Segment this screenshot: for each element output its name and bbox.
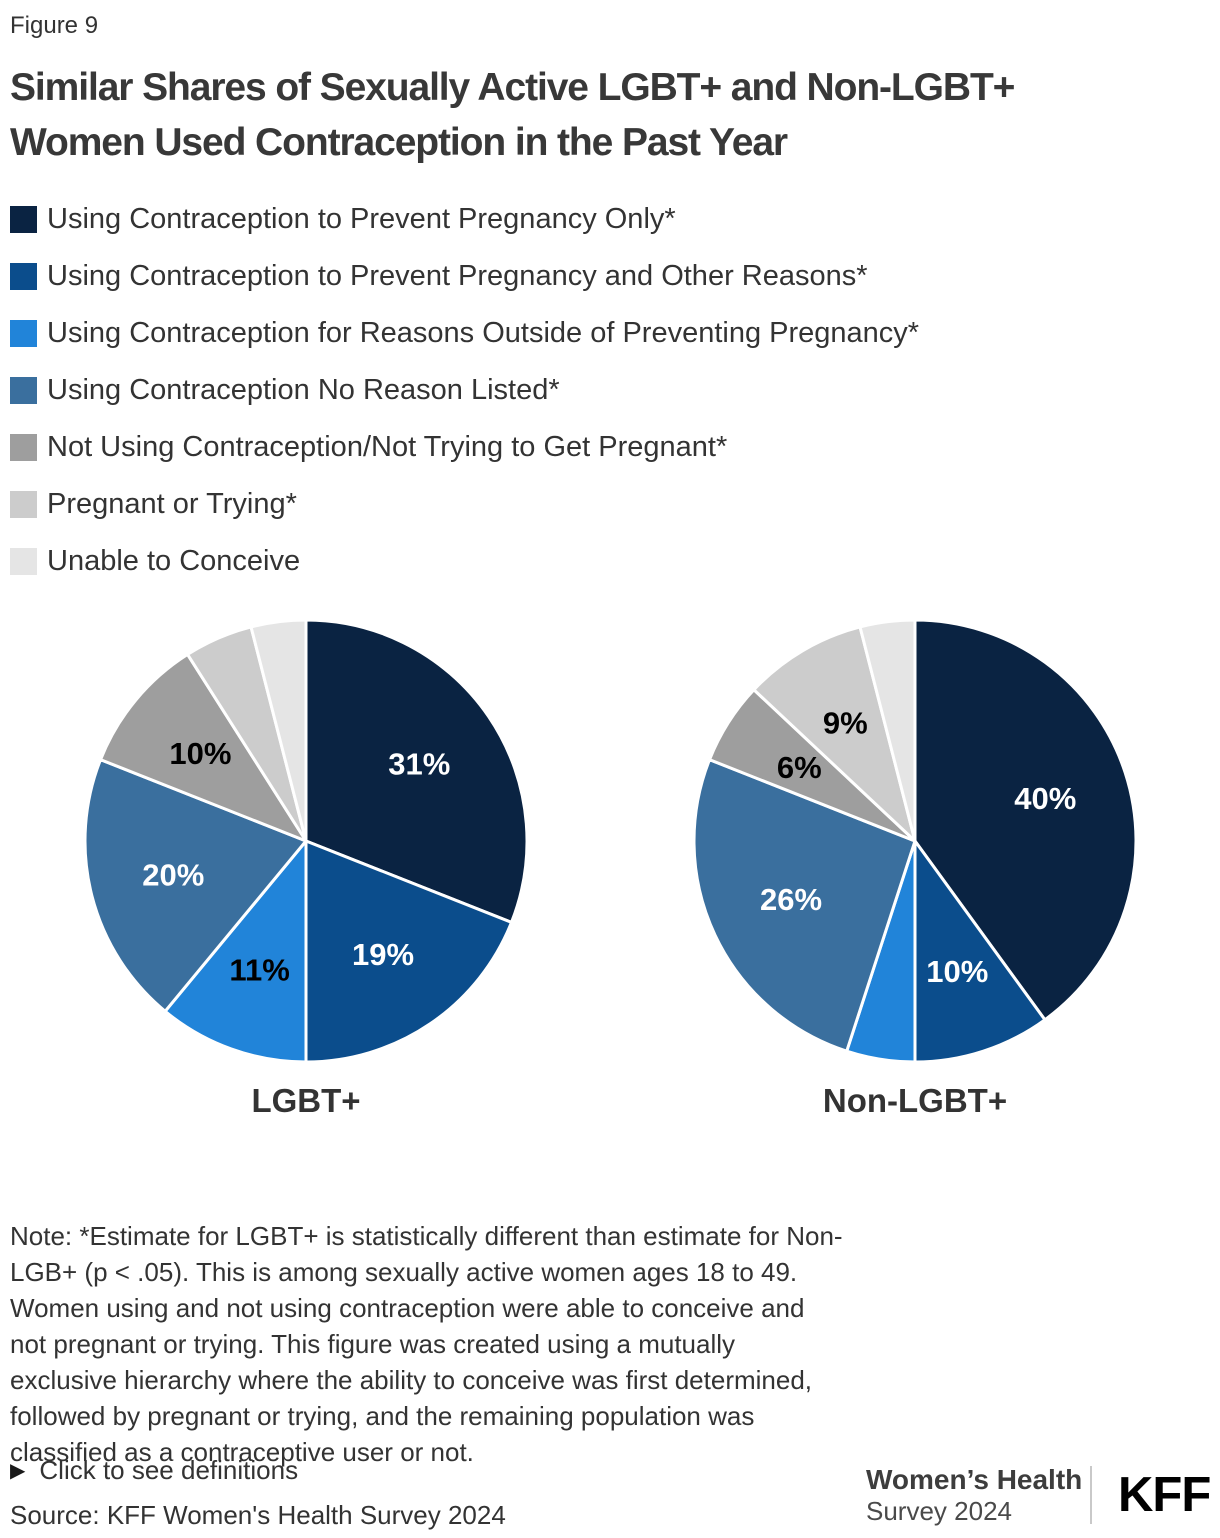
legend-swatch bbox=[10, 319, 37, 347]
legend-item: Not Using Contraception/Not Trying to Ge… bbox=[10, 432, 919, 462]
definitions-label: Click to see definitions bbox=[39, 1455, 299, 1485]
slice-label: 10% bbox=[926, 954, 988, 989]
figure-label: Figure 9 bbox=[10, 12, 99, 39]
pie-slice[interactable] bbox=[163, 839, 308, 1064]
slice-label: 10% bbox=[169, 736, 231, 771]
legend-item-label: Using Contraception to Prevent Pregnancy… bbox=[47, 203, 676, 235]
slice-label: 26% bbox=[760, 882, 822, 917]
legend-item-label: Pregnant or Trying* bbox=[47, 488, 297, 520]
legend-item: Pregnant or Trying* bbox=[10, 489, 919, 519]
pie-lgbt-: 31% 19% 11% 20% 10% LGBT+ bbox=[83, 618, 529, 1119]
legend: Using Contraception to Prevent Pregnancy… bbox=[10, 204, 919, 603]
legend-item-label: Using Contraception to Prevent Pregnancy… bbox=[47, 260, 868, 292]
kff-logo: KFF bbox=[1118, 1468, 1211, 1522]
legend-swatch bbox=[10, 376, 37, 404]
pie-slice[interactable] bbox=[913, 839, 1047, 1064]
slice-label: 9% bbox=[823, 706, 868, 741]
slice-label: 6% bbox=[777, 750, 822, 785]
pie-group-label: LGBT+ bbox=[251, 1082, 360, 1119]
chart-title: Similar Shares of Sexually Active LGBT+ … bbox=[10, 66, 1015, 164]
pie-slice[interactable] bbox=[304, 839, 513, 1064]
legend-item: Using Contraception for Reasons Outside … bbox=[10, 318, 919, 348]
pie-group-label: Non-LGBT+ bbox=[823, 1082, 1007, 1119]
pie-slice[interactable] bbox=[913, 618, 1138, 1022]
legend-swatch bbox=[10, 205, 37, 233]
slice-label: 20% bbox=[142, 858, 204, 893]
pie-slice[interactable] bbox=[692, 758, 917, 1053]
slice-label: 19% bbox=[352, 937, 414, 972]
slice-label: 11% bbox=[229, 952, 289, 987]
pie-slice[interactable] bbox=[858, 618, 917, 843]
footer-branding: Women’s Health Survey 2024 KFF bbox=[866, 1462, 1211, 1528]
pie-slice[interactable] bbox=[99, 652, 308, 843]
legend-item: Unable to Conceive bbox=[10, 546, 919, 576]
legend-item: Using Contraception to Prevent Pregnancy… bbox=[10, 261, 919, 291]
source-text: Source: KFF Women's Health Survey 2024 bbox=[10, 1500, 506, 1530]
legend-swatch bbox=[10, 433, 37, 461]
play-icon: ▶ bbox=[10, 1459, 26, 1482]
pie-charts: 31% 19% 11% 20% 10% LGBT+ 40% 10% 26% 6%9% Non-LGB… bbox=[83, 618, 1138, 1119]
survey-brand-subtitle: Survey 2024 bbox=[866, 1496, 1012, 1526]
footer-divider bbox=[1090, 1466, 1092, 1524]
pie-slice[interactable] bbox=[249, 618, 308, 843]
pie-slice[interactable] bbox=[752, 625, 917, 843]
survey-brand: Women’s Health Survey 2024 bbox=[866, 1464, 1090, 1526]
slice-label: 31% bbox=[388, 747, 450, 782]
legend-item: Using Contraception No Reason Listed* bbox=[10, 375, 919, 405]
slice-label: 40% bbox=[1014, 781, 1076, 816]
note-text: Note: *Estimate for LGBT+ is statistical… bbox=[10, 1221, 843, 1467]
definitions-link[interactable]: ▶ Click to see definitions bbox=[10, 1455, 298, 1486]
legend-item-label: Using Contraception for Reasons Outside … bbox=[47, 317, 920, 349]
legend-swatch bbox=[10, 547, 37, 575]
survey-brand-title: Women’s Health bbox=[866, 1464, 1083, 1495]
pie-slice[interactable] bbox=[304, 618, 529, 924]
pie-slice[interactable] bbox=[83, 758, 308, 1013]
legend-swatch bbox=[10, 490, 37, 518]
legend-item-label: Not Using Contraception/Not Trying to Ge… bbox=[47, 431, 728, 463]
pie-non-lgbt-: 40% 10% 26% 6%9% Non-LGBT+ bbox=[692, 618, 1138, 1119]
legend-item: Using Contraception to Prevent Pregnancy… bbox=[10, 204, 919, 234]
legend-swatch bbox=[10, 262, 37, 290]
legend-item-label: Using Contraception No Reason Listed* bbox=[47, 374, 560, 406]
legend-item-label: Unable to Conceive bbox=[47, 545, 301, 577]
